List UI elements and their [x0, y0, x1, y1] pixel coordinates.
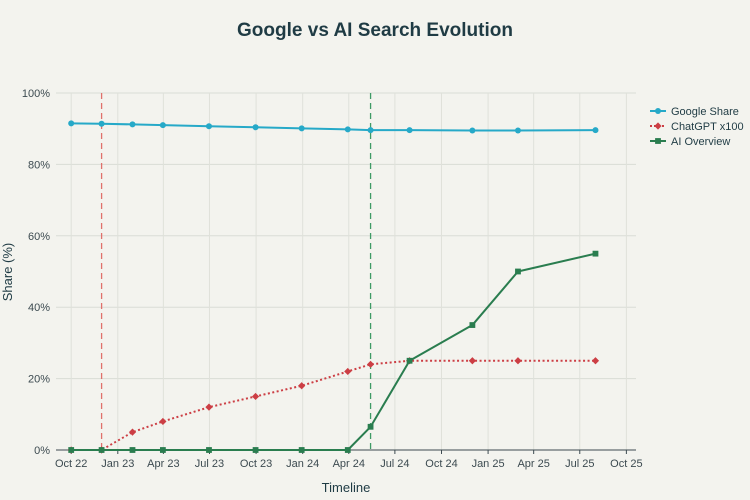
data-point — [655, 138, 661, 144]
data-point — [406, 127, 413, 134]
x-tick-label: Oct 23 — [240, 458, 272, 470]
data-point — [98, 120, 105, 127]
legend-label: AI Overview — [671, 136, 730, 148]
legend-label: Google Share — [671, 106, 739, 118]
series — [67, 120, 600, 454]
y-tick-label: 80% — [28, 159, 50, 171]
chart-title: Google vs AI Search Evolution — [237, 20, 513, 41]
data-point — [344, 447, 351, 453]
data-point — [252, 447, 259, 453]
series-ai-overview — [68, 250, 599, 453]
data-point — [98, 447, 105, 453]
data-point — [468, 357, 476, 365]
data-point — [68, 120, 75, 127]
data-point — [159, 447, 166, 453]
data-point — [251, 392, 260, 401]
data-point — [367, 423, 374, 430]
y-tick-label: 0% — [34, 445, 50, 457]
data-point — [469, 322, 476, 328]
data-point — [344, 367, 352, 376]
x-tick-label: Apr 23 — [147, 458, 179, 470]
data-point — [298, 447, 305, 453]
x-tick-label: Jul 24 — [380, 458, 409, 470]
data-point — [469, 127, 476, 134]
data-point — [205, 123, 212, 130]
x-axis-title: Timeline — [322, 480, 371, 495]
data-point — [592, 127, 599, 134]
legend: Google Share ChatGPT x100 AI Overview — [650, 106, 744, 148]
data-point — [655, 108, 661, 114]
series-line — [71, 359, 596, 451]
y-tick-label: 100% — [22, 88, 50, 100]
grid — [56, 92, 636, 451]
data-point — [129, 121, 136, 128]
series-google-share — [68, 120, 599, 134]
data-point — [252, 124, 259, 131]
data-point — [514, 357, 522, 365]
legend-item: AI Overview — [650, 136, 730, 148]
data-point — [68, 447, 75, 453]
data-point — [654, 122, 662, 130]
x-tick-label: Oct 25 — [610, 458, 642, 470]
x-tick-label: Jul 25 — [565, 458, 594, 470]
legend-item: ChatGPT x100 — [650, 121, 744, 133]
data-point — [128, 428, 137, 436]
x-tick-label: Apr 24 — [333, 458, 365, 470]
reference-lines — [100, 93, 372, 450]
legend-item: Google Share — [650, 106, 739, 118]
x-tick-label: Oct 22 — [55, 458, 87, 470]
data-point — [514, 127, 521, 134]
y-tick-label: 20% — [28, 374, 50, 386]
data-point — [344, 126, 351, 133]
data-point — [129, 447, 136, 453]
data-point — [159, 417, 167, 426]
x-tick-label: Jul 23 — [195, 458, 224, 470]
data-point — [592, 250, 599, 257]
data-point — [298, 125, 305, 132]
data-point — [406, 357, 413, 364]
x-tick-label: Oct 24 — [425, 458, 457, 470]
series-chatgpt-x100 — [67, 357, 600, 454]
data-point — [159, 122, 166, 129]
data-point — [206, 447, 212, 453]
data-point — [298, 382, 306, 390]
x-tick-label: Jan 23 — [101, 458, 134, 470]
y-axis-title: Share (%) — [0, 243, 15, 302]
data-point — [366, 360, 375, 368]
x-tick-label: Jan 25 — [472, 458, 505, 470]
legend-label: ChatGPT x100 — [671, 121, 744, 133]
data-point — [367, 127, 374, 134]
y-tick-label: 60% — [28, 231, 50, 243]
series-line — [71, 252, 596, 451]
y-tick-label: 40% — [28, 302, 50, 314]
x-tick-label: Jan 24 — [286, 458, 319, 470]
axes: 0% 20% 40% 60% 80% 100% Oct 22 Jan 23 Apr 23 Jul … — [22, 88, 643, 470]
data-point — [205, 403, 213, 411]
x-tick-label: Apr 25 — [517, 458, 549, 470]
data-point — [515, 268, 521, 275]
data-point — [591, 357, 600, 365]
